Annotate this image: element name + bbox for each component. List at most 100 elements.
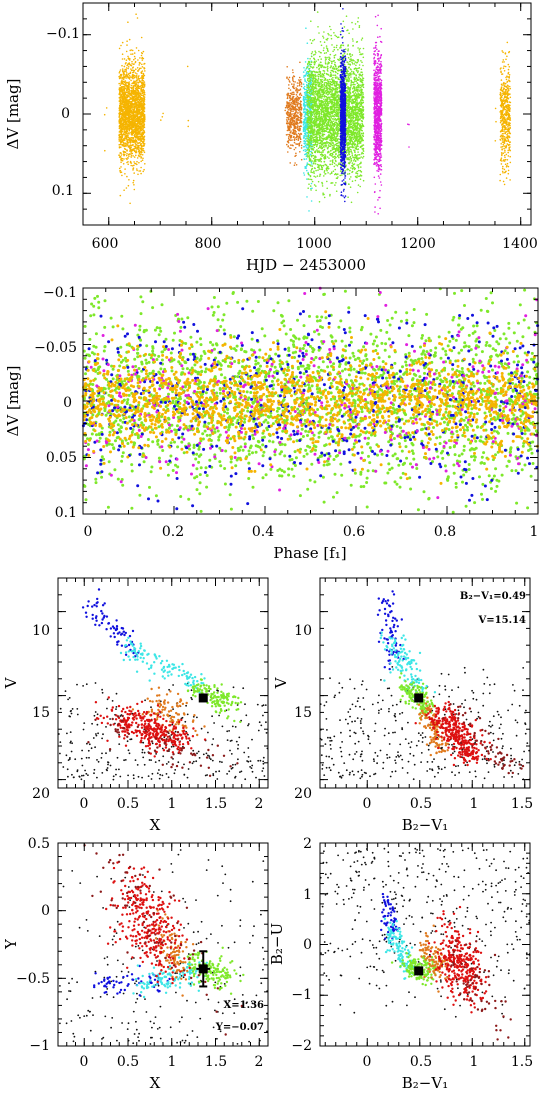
lightcurve-point (291, 139, 293, 141)
lightcurve-point (119, 104, 121, 107)
lightcurve-point (137, 78, 139, 81)
lightcurve-point (124, 131, 126, 134)
lightcurve-point (289, 92, 292, 95)
lightcurve-point (144, 163, 146, 165)
lightcurve-point (288, 76, 291, 79)
lightcurve-point (133, 55, 136, 58)
lightcurve-point (143, 168, 145, 171)
lightcurve-point (316, 11, 319, 13)
lightcurve-point (131, 49, 134, 52)
lightcurve-point (329, 57, 331, 59)
lightcurve-point (328, 59, 331, 62)
lightcurve-point (330, 117, 333, 119)
lightcurve-point (311, 144, 313, 146)
lightcurve-point (141, 91, 144, 93)
lightcurve-point (300, 85, 303, 88)
lightcurve-point (134, 115, 136, 118)
lightcurve-point (298, 94, 301, 96)
lightcurve-point (351, 38, 354, 40)
lightcurve-point (143, 67, 146, 70)
lightcurve-point (335, 65, 337, 68)
lightcurve-point (314, 111, 316, 113)
lightcurve-point (125, 90, 128, 92)
lightcurve-point (123, 103, 126, 106)
lightcurve-point (299, 102, 302, 104)
lightcurve-point (121, 101, 124, 104)
lightcurve-point (354, 23, 357, 25)
lightcurve-point (130, 89, 133, 92)
lightcurve-point (118, 138, 120, 141)
lightcurve-point (287, 133, 289, 136)
lightcurve-point (139, 57, 141, 59)
lightcurve-point (132, 77, 134, 80)
lightcurve-point (139, 112, 141, 115)
lightcurve-point (119, 152, 121, 154)
lightcurve-point (359, 86, 362, 89)
lightcurve-point (350, 201, 353, 204)
lightcurve-point (126, 44, 128, 46)
lightcurve-point (340, 46, 342, 49)
lightcurve-point (312, 171, 314, 174)
lightcurve-point (329, 90, 332, 93)
lightcurve-point (126, 72, 128, 74)
lightcurve-point (355, 77, 358, 80)
lightcurve-point (299, 96, 302, 99)
lightcurve-point (129, 71, 132, 74)
lightcurve-point (299, 135, 301, 137)
lightcurve-point (318, 50, 320, 53)
lightcurve-point (125, 101, 127, 103)
lightcurve-point (136, 110, 139, 113)
lightcurve-point (132, 169, 134, 171)
lightcurve-point (320, 151, 323, 153)
lightcurve-point (295, 164, 298, 166)
lightcurve-point (288, 84, 290, 86)
lightcurve-point (304, 101, 306, 103)
lightcurve-point (123, 58, 126, 60)
lightcurve-point (139, 128, 141, 130)
lightcurve-point (120, 138, 123, 140)
lightcurve-point (137, 76, 140, 78)
lightcurve-point (292, 103, 294, 105)
lightcurve-point (309, 93, 312, 95)
lightcurve-point (133, 69, 135, 72)
lightcurve-point (314, 163, 317, 165)
lightcurve-point (128, 104, 130, 106)
lightcurve-point (344, 48, 347, 50)
lightcurve-point (131, 130, 133, 132)
lightcurve-point (349, 186, 352, 188)
lightcurve-point (288, 101, 290, 104)
lightcurve-point (323, 175, 325, 177)
lightcurve-point (135, 79, 138, 82)
lightcurve-point (126, 103, 128, 105)
lightcurve-point (300, 83, 303, 85)
lightcurve-point (142, 157, 144, 160)
lightcurve-point (353, 160, 355, 162)
lightcurve-point (130, 114, 132, 116)
lightcurve-point (309, 58, 311, 60)
lightcurve-point (289, 131, 292, 134)
lightcurve-point (287, 136, 290, 138)
lightcurve-point (131, 165, 134, 167)
lightcurve-point (287, 109, 290, 111)
lightcurve-point (302, 124, 305, 126)
lightcurve-point (315, 145, 318, 148)
lightcurve-point (311, 163, 313, 165)
lightcurve-point (133, 188, 136, 191)
lightcurve-point (140, 77, 142, 79)
lightcurve-point (140, 52, 143, 54)
lightcurve-point (306, 196, 308, 198)
lightcurve-point (306, 89, 308, 92)
lightcurve-point (291, 91, 294, 94)
lightcurve-point (141, 128, 144, 131)
lightcurve-point (362, 86, 365, 89)
lightcurve-point (303, 137, 305, 139)
lightcurve-point (305, 73, 308, 75)
lightcurve-point (143, 115, 146, 117)
lightcurve-point (316, 122, 318, 124)
lightcurve-point (126, 74, 128, 77)
lightcurve-point (141, 159, 144, 161)
lightcurve-point (124, 153, 126, 156)
lightcurve-point (296, 95, 299, 98)
lightcurve-point (345, 119, 348, 122)
lightcurve-point (132, 141, 134, 143)
